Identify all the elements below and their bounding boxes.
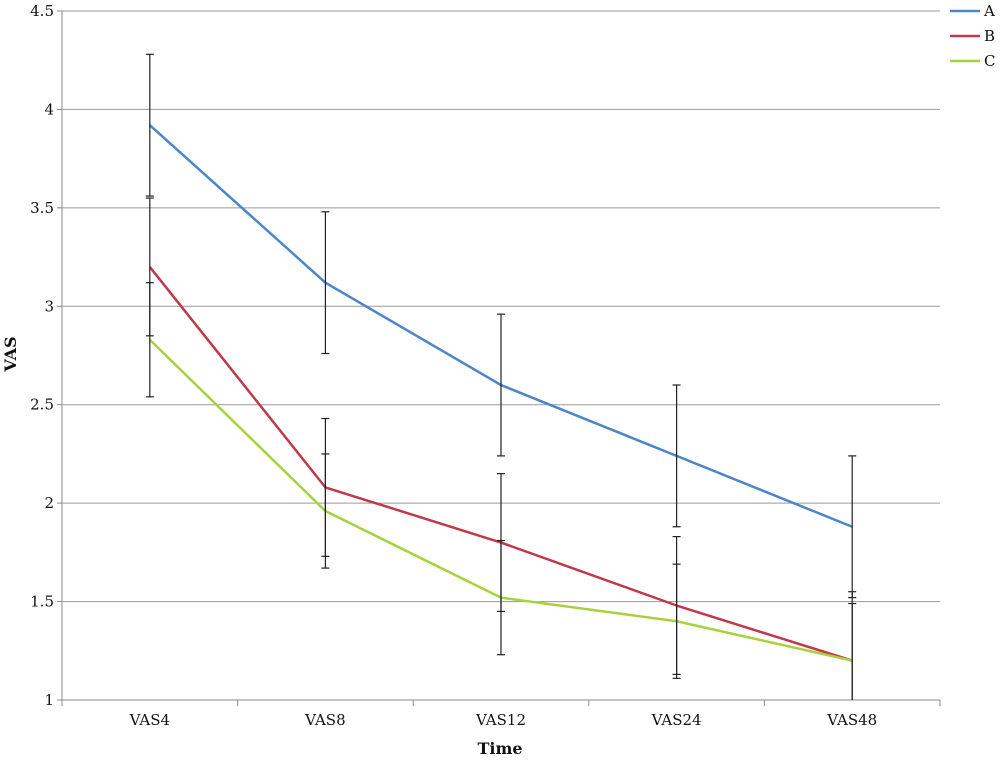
legend-label: C bbox=[984, 52, 995, 70]
error-bar-c bbox=[321, 453, 330, 569]
x-tick-label: VAS12 bbox=[475, 711, 526, 729]
error-bar-a bbox=[497, 313, 505, 457]
x-tick-label: VAS48 bbox=[826, 711, 877, 729]
x-tick-label: VAS8 bbox=[304, 711, 345, 729]
x-tick-label: VAS4 bbox=[129, 711, 170, 729]
legend-label: A bbox=[983, 2, 995, 20]
legend: ABC bbox=[950, 2, 995, 70]
error-bar-c bbox=[145, 282, 154, 398]
legend-item-c: C bbox=[950, 52, 995, 70]
y-tick-label: 4.5 bbox=[30, 2, 54, 20]
error-bar-c bbox=[672, 563, 681, 679]
y-tick-label: 2.5 bbox=[30, 396, 54, 414]
error-bar-c bbox=[848, 602, 857, 700]
y-axis-title: VAS bbox=[1, 336, 20, 372]
x-tick-label: VAS24 bbox=[651, 711, 702, 729]
x-axis-title: Time bbox=[477, 739, 522, 758]
y-tick-label: 3 bbox=[44, 297, 54, 315]
error-bar-a bbox=[321, 211, 330, 355]
y-tick-labels: 1 1.5 2 2.5 3 3.5 4 4.5 bbox=[30, 2, 54, 709]
y-tick-label: 1.5 bbox=[30, 593, 54, 611]
y-tick-label: 1 bbox=[44, 691, 54, 709]
legend-item-a: A bbox=[950, 2, 995, 20]
legend-label: B bbox=[984, 27, 995, 45]
x-tick-labels: VAS4 VAS8 VAS12 VAS24 VAS48 bbox=[129, 711, 878, 729]
axes bbox=[57, 10, 941, 706]
y-tick-label: 3.5 bbox=[30, 199, 54, 217]
legend-item-b: B bbox=[950, 27, 995, 45]
y-tick-label: 4 bbox=[44, 100, 54, 118]
error-bar-c bbox=[497, 539, 505, 656]
y-tick-label: 2 bbox=[44, 494, 54, 512]
error-bar-a bbox=[672, 384, 681, 528]
error-bar-a bbox=[145, 53, 154, 197]
error-bars bbox=[145, 53, 857, 700]
